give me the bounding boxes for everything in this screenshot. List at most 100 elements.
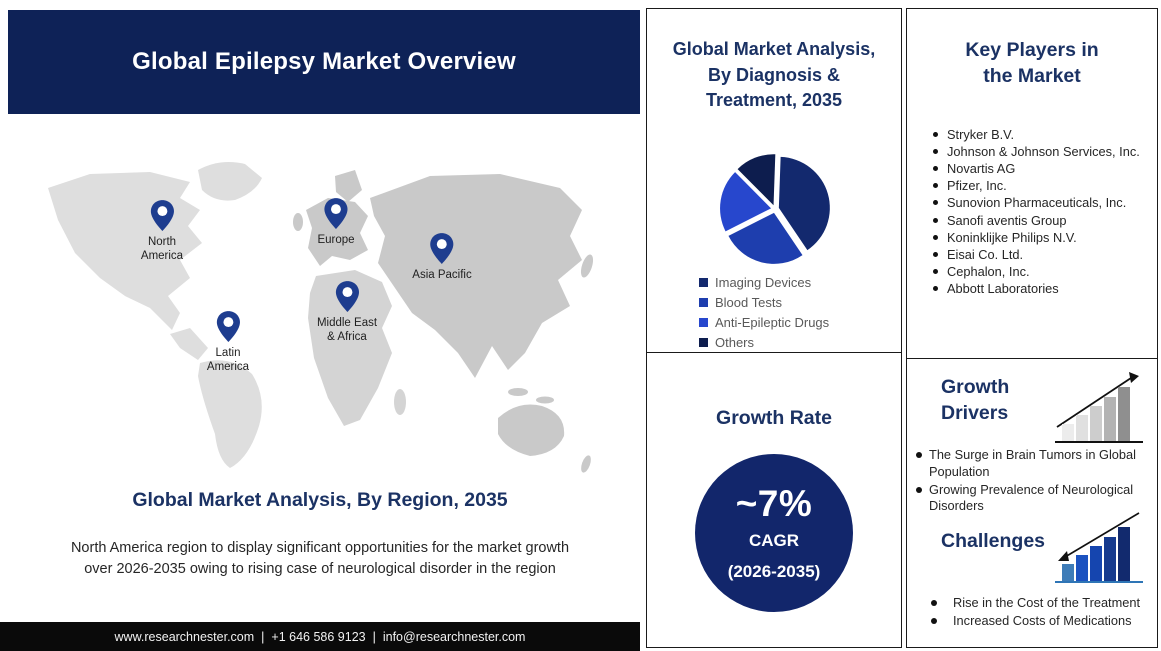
footer-separator: | [372,629,376,644]
map-pin-north-america: North America [141,199,183,263]
continent-greenland [198,162,262,201]
challenge-bars-icon [1055,507,1143,583]
continent-australia [498,404,565,456]
location-pin-icon [430,233,454,264]
key-player-item: Pfizer, Inc. [933,177,1151,194]
key-player-item: Koninklijke Philips N.V. [933,229,1151,246]
pie-slice-imaging-devices [778,156,830,251]
location-pin-icon [335,281,359,312]
downward-arrow-icon [1058,512,1140,561]
key-player-item: Sanofi aventis Group [933,212,1151,229]
region-analysis-heading: Global Market Analysis, By Region, 2035 [132,489,508,511]
cagr-value: ~7% [735,483,813,525]
islands-indonesia-2 [536,396,554,404]
key-player-item: Eisai Co. Ltd. [933,246,1151,263]
key-player-item: Novartis AG [933,160,1151,177]
key-player-item: Stryker B.V. [933,126,1151,143]
key-player-item: Cephalon, Inc. [933,263,1151,280]
key-player-item: Abbott Laboratories [933,280,1151,297]
bar [1118,387,1130,441]
legend-item-anti-epileptic-drugs: Anti-Epileptic Drugs [699,315,829,330]
key-players-list: Stryker B.V. Johnson & Johnson Services,… [907,126,1157,298]
growth-drivers-list: The Surge in Brain Tumors in Global Popu… [916,447,1152,516]
bar [1118,527,1130,581]
legend-swatch-icon [699,278,708,287]
region-label-europe: Europe [317,234,355,246]
diagnosis-section: Global Market Analysis, By Diagnosis & T… [647,37,901,353]
cagr-label: CAGR [748,531,800,551]
growth-drivers-heading: Growth Drivers [941,376,1010,424]
location-pin-icon [150,200,174,231]
continent-europe [306,198,368,266]
growth-driver-item: Growing Prevalence of Neurological Disor… [916,482,1152,516]
map-pin-middle-east-africa: Middle East & Africa [317,280,377,344]
pie-slice-anti-epileptic-drugs [720,172,772,232]
pie-slice-others [737,154,776,206]
key-player-item: Johnson & Johnson Services, Inc. [933,143,1151,160]
legend-item-imaging-devices: Imaging Devices [699,275,829,290]
legend-swatch-icon [699,298,708,307]
world-map: North America Europe Asia Pacific [30,148,602,483]
region-label-latin-america: Latin America [206,347,250,374]
pie-legend: Imaging Devices Blood Tests Anti-Epilept… [699,275,829,350]
growth-bars [1062,387,1130,441]
pie-slices [720,154,830,264]
map-pin-latin-america: Latin America [207,310,249,374]
challenges-heading: Challenges [941,530,1046,552]
description-line-2: over 2026-2035 owing to rising case of n… [84,561,556,578]
bar [1090,546,1102,581]
continent-asia [370,174,582,378]
contact-footer: www.researchnester.com | +1 646 586 9123… [0,622,640,651]
growth-bars-icon [1055,367,1143,443]
bar [1076,555,1088,581]
bar [1104,397,1116,441]
legend-swatch-icon [699,338,708,347]
key-players-heading: Key Players in the Market [965,39,1099,88]
continent-south-america [198,360,262,468]
bar [1062,564,1074,581]
legend-item-others: Others [699,335,829,350]
pie-chart [720,154,830,264]
diagnosis-growth-panel: Global Market Analysis, By Diagnosis & T… [646,8,902,648]
description-line-1: North America region to display signific… [70,540,570,556]
bar-baseline [1055,581,1143,583]
upward-arrow-icon [1056,372,1139,428]
growth-rate-badge: ~7% CAGR (2026-2035) [695,453,853,612]
islands-indonesia-1 [508,388,528,396]
footer-phone[interactable]: +1 646 586 9123 [271,629,366,644]
bar [1076,415,1088,441]
diagnosis-heading: Global Market Analysis, By Diagnosis & T… [672,39,876,111]
challenge-item: Increased Costs of Medications [931,613,1151,630]
legend-swatch-icon [699,318,708,327]
pie-slice-blood-tests [728,212,803,264]
cagr-period: (2026-2035) [727,562,821,582]
map-pin-asia-pacific: Asia Pacific [412,232,472,282]
footer-website-link[interactable]: www.researchnester.com [114,629,255,644]
bar [1062,424,1074,441]
map-pin-europe: Europe [317,197,355,247]
region-label-asia-pacific: Asia Pacific [412,269,472,281]
footer-email-link[interactable]: info@researchnester.com [382,629,526,644]
island-new-zealand [581,455,591,473]
bar-baseline [1055,441,1143,443]
legend-item-blood-tests: Blood Tests [699,295,829,310]
island-japan [580,254,594,278]
location-pin-icon [324,198,348,229]
region-label-middle-east-africa: Middle East & Africa [316,317,378,344]
island-uk [293,213,303,231]
drivers-challenges-section: Growth Drivers The Surge in Brain [907,359,1157,651]
region-label-north-america: North America [140,236,184,263]
players-drivers-panel: Key Players in the Market Stryker B.V. J… [906,8,1158,648]
footer-separator: | [261,629,265,644]
challenge-item: Rise in the Cost of the Treatment [931,595,1151,612]
bar [1090,406,1102,441]
region-scandinavia [335,170,362,202]
growth-rate-heading: Growth Rate [716,407,832,429]
challenges-list: Rise in the Cost of the Treatment Increa… [931,595,1151,631]
title-banner: Global Epilepsy Market Overview [8,10,640,114]
key-player-item: Sunovion Pharmaceuticals, Inc. [933,194,1151,211]
location-pin-icon [216,311,240,342]
page-title: Global Epilepsy Market Overview [132,48,516,75]
region-analysis-description: North America region to display signific… [20,538,620,580]
